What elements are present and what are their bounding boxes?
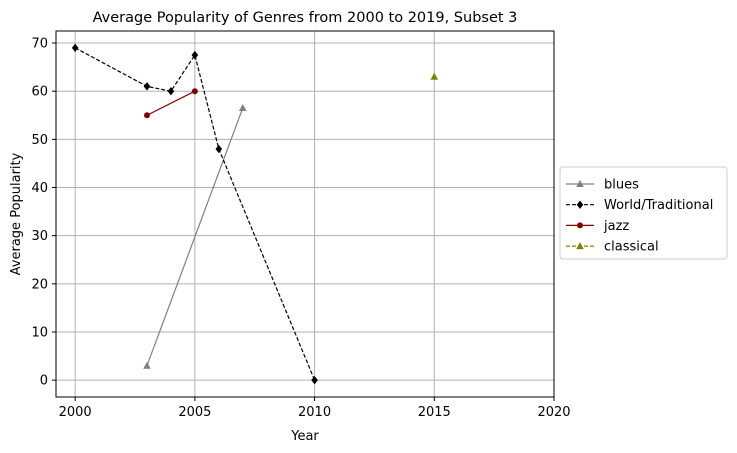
x-tick-label: 2010 xyxy=(298,405,331,420)
legend-label: blues xyxy=(604,178,639,193)
data-point xyxy=(143,82,151,91)
series-blues xyxy=(143,104,247,369)
legend-marker xyxy=(576,242,584,250)
legend: blues World/Traditional jazz classical xyxy=(559,166,728,260)
y-tick-label: 10 xyxy=(31,325,48,340)
legend-marker xyxy=(576,200,584,209)
x-tick-label: 2000 xyxy=(59,405,92,420)
y-tick-label: 0 xyxy=(40,374,48,389)
grid xyxy=(56,31,555,397)
data-point xyxy=(430,72,439,80)
data-point xyxy=(143,112,150,119)
x-axis: 2000 2005 2010 2015 2020 xyxy=(59,397,571,420)
y-tick-label: 70 xyxy=(31,37,48,52)
legend-entry: blues xyxy=(566,178,639,193)
y-axis-label: Average Popularity xyxy=(9,152,24,275)
legend-frame xyxy=(559,166,728,260)
y-tick-label: 20 xyxy=(31,277,48,292)
legend-marker xyxy=(576,180,584,187)
legend-marker xyxy=(577,222,583,229)
data-point xyxy=(167,86,175,96)
series-line xyxy=(146,107,244,366)
legend-label: World/Traditional xyxy=(604,198,713,213)
data-point xyxy=(191,50,199,60)
plot-frame xyxy=(55,30,555,398)
x-tick-label: 2015 xyxy=(418,405,451,420)
x-tick-label: 2020 xyxy=(537,405,570,420)
x-axis-label: Year xyxy=(290,429,319,444)
legend-label: classical xyxy=(604,240,659,255)
chart-title: Average Popularity of Genres from 2000 t… xyxy=(93,10,518,26)
legend-entry: World/Traditional xyxy=(566,198,713,213)
data-point xyxy=(238,104,247,112)
data-point xyxy=(215,144,223,154)
series-jazz xyxy=(143,88,198,119)
legend-entry: classical xyxy=(566,240,659,255)
series-classical xyxy=(430,72,439,80)
data-point xyxy=(71,43,79,53)
legend-entry: jazz xyxy=(566,219,629,234)
data-point xyxy=(311,375,318,385)
data-point xyxy=(191,88,198,95)
series-line xyxy=(74,47,316,381)
y-tick-label: 40 xyxy=(31,181,48,196)
y-tick-label: 50 xyxy=(31,133,48,148)
series-line xyxy=(146,90,196,116)
series-layer xyxy=(71,43,439,385)
x-tick-label: 2005 xyxy=(178,405,211,420)
y-axis: 0 10 20 30 40 50 60 70 xyxy=(31,37,56,389)
y-tick-label: 30 xyxy=(31,229,48,244)
y-tick-label: 60 xyxy=(31,85,48,100)
data-point xyxy=(143,361,151,369)
legend-label: jazz xyxy=(603,219,629,234)
series-world-traditional xyxy=(71,43,318,385)
